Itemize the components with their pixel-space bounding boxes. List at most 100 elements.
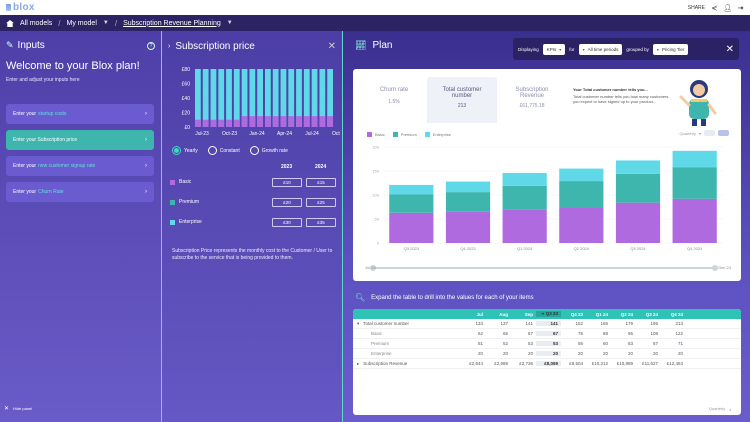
premium-2023-input[interactable]: £20 (272, 197, 302, 207)
slider-start-handle[interactable] (370, 265, 376, 271)
column-header[interactable]: ➔ Q3 23 (536, 311, 561, 317)
radio-constant[interactable]: Constant (207, 146, 240, 155)
basic-2024-input[interactable]: £15 (306, 177, 336, 187)
hide-panel-button[interactable]: ✕ Hide panel (4, 405, 32, 412)
bar-enterprise[interactable] (445, 181, 491, 193)
column-header[interactable]: Q4 23 (570, 311, 583, 317)
kpi-subscription-revenue[interactable]: Subscription Revenue £61,775.18 (497, 77, 567, 123)
premium-2024-input[interactable]: £25 (306, 197, 336, 207)
column-header[interactable]: Aug (499, 311, 508, 317)
table-row[interactable]: Basic 62 65 67 67 76 89 95 108 122 (353, 329, 741, 339)
table-row[interactable]: Enterprise 20 20 20 20 20 20 20 20 20 (353, 349, 741, 359)
blox-logo[interactable]: blox (6, 2, 35, 13)
time-range-slider[interactable] (367, 263, 727, 273)
bar-basic[interactable] (672, 198, 717, 243)
x-tick-label: Apr-24 (277, 131, 292, 137)
row-label: ▾ Total customer number (353, 321, 461, 327)
home-icon[interactable] (6, 19, 14, 27)
periods-dropdown[interactable]: ▾ All time periods (578, 43, 623, 55)
breadcrumb-current-plan[interactable]: Subscription Revenue Planning (123, 19, 221, 27)
bar-basic[interactable] (502, 209, 547, 243)
share-icon[interactable]: ⋞ (711, 4, 718, 12)
download-icon[interactable]: ⤓ (729, 406, 731, 411)
table-row[interactable]: ▾ Total customer number 133 137 141 141 152 165… (353, 319, 741, 329)
bar-premium[interactable] (615, 173, 661, 203)
bar-premium[interactable] (502, 185, 547, 210)
bar-basic[interactable] (559, 207, 604, 243)
column-header[interactable]: Q4 24 (670, 311, 683, 317)
plan-title: Plan (372, 40, 393, 51)
slider-end-handle[interactable] (712, 265, 718, 271)
basic-2023-input[interactable]: £10 (272, 177, 302, 187)
bar-enterprise[interactable] (615, 160, 661, 174)
table-cell: 63 (627, 341, 633, 346)
kpi-churn-rate[interactable]: Churn rate 1.5% (361, 77, 427, 123)
subscription-price-panel: › Subscription price ✕ £80 £60 £40 £20 £0 Jul… (161, 31, 343, 422)
kpis-dropdown[interactable]: KPIs ▾ (542, 43, 566, 55)
logo-text: blox (13, 2, 35, 13)
legend-swatch (392, 132, 398, 137)
expand-toggle-icon[interactable]: ▸ (357, 360, 360, 366)
close-icon[interactable]: ✕ (725, 43, 734, 55)
legend-enterprise[interactable]: Enterprise (424, 132, 451, 137)
bar-premium[interactable] (389, 194, 434, 213)
breadcrumb-my-model[interactable]: My model (66, 19, 97, 27)
input-signup-rate[interactable]: Enter your new customer signup rate › (6, 156, 154, 176)
share-label[interactable]: SHARE (687, 4, 705, 11)
x-tick-label: Oct-24 (332, 131, 340, 137)
input-startup-costs[interactable]: Enter your startup costs › (6, 104, 154, 124)
column-header[interactable]: Q2 24 (620, 311, 633, 317)
bar-premium[interactable] (559, 181, 604, 208)
price-bar (249, 69, 256, 127)
bar-basic[interactable] (445, 211, 491, 243)
legend-swatch (424, 132, 430, 137)
y-tick-label: 100 (372, 193, 379, 198)
input-churn-rate[interactable]: Enter your Churn Rate › (6, 182, 154, 202)
column-header[interactable]: Q3 24 (645, 311, 658, 317)
line-chart-toggle[interactable] (704, 130, 715, 136)
group-dropdown[interactable]: ▾ Pricing Tier (652, 43, 689, 55)
table-row[interactable]: Premium 51 52 53 53 56 60 63 67 71 (353, 339, 741, 349)
bar-enterprise[interactable] (559, 168, 604, 182)
row-label: Premium (353, 341, 461, 346)
column-header[interactable]: Q1 24 (595, 311, 608, 317)
legend-premium[interactable]: Premium (392, 132, 417, 137)
bar-chart-toggle[interactable] (718, 130, 729, 136)
bar-basic[interactable] (389, 212, 434, 243)
granularity-dropdown[interactable]: Quarterly (679, 130, 696, 136)
expand-toggle-icon[interactable]: ▾ (357, 320, 360, 326)
bar-premium[interactable] (672, 167, 717, 199)
user-icon[interactable]: 👤︎ (723, 4, 732, 12)
legend-label: Basic (375, 132, 385, 137)
kpi-description-title: Your Total customer number tells you... (573, 87, 648, 92)
legend-basic[interactable]: Basic (367, 132, 385, 137)
table-cell: 20 (536, 351, 561, 356)
close-icon[interactable]: ✕ (327, 41, 336, 52)
breadcrumb-all-models[interactable]: All models (20, 19, 53, 27)
input-subscription-price[interactable]: Enter your Subscription price › (6, 130, 154, 150)
bar-enterprise[interactable] (502, 172, 547, 186)
chevron-down-icon[interactable]: ▼ (102, 20, 109, 26)
bar-enterprise[interactable] (672, 150, 717, 168)
enterprise-2023-input[interactable]: £30 (272, 217, 302, 227)
table-cell: 20 (602, 351, 608, 356)
table-row[interactable]: ▸ Subscription Revenue £2,644 £2,689 £2,736 £… (353, 359, 741, 369)
table-granularity-dropdown[interactable]: Quarterly (708, 406, 726, 411)
column-header[interactable]: Jul (476, 311, 483, 317)
enterprise-2024-input[interactable]: £35 (306, 217, 336, 227)
bar-enterprise[interactable] (389, 184, 434, 195)
bar-basic[interactable] (615, 202, 661, 243)
column-header[interactable]: Sep (524, 311, 533, 317)
chevron-down-icon[interactable]: ▼ (226, 20, 233, 26)
chevron-right-icon[interactable]: › (168, 43, 171, 50)
hide-panel-label: Hide panel (13, 406, 33, 411)
logout-icon[interactable]: ⇥ (737, 4, 744, 12)
radio-growth-rate[interactable]: Growth rate (249, 146, 288, 155)
radio-yearly[interactable]: Yearly (172, 146, 198, 155)
table-cell: £10,889 (616, 361, 633, 366)
help-icon[interactable]: ? (147, 41, 155, 50)
table-cell: 133 (475, 321, 483, 326)
plan-table: Jul Aug Sep ➔ Q3 23 Q4 23 Q1 24 Q2 24 Q3 24 Q4 2… (353, 309, 741, 415)
kpi-total-customer-number[interactable]: Total customer number 213 (427, 77, 497, 123)
bar-premium[interactable] (445, 192, 491, 212)
